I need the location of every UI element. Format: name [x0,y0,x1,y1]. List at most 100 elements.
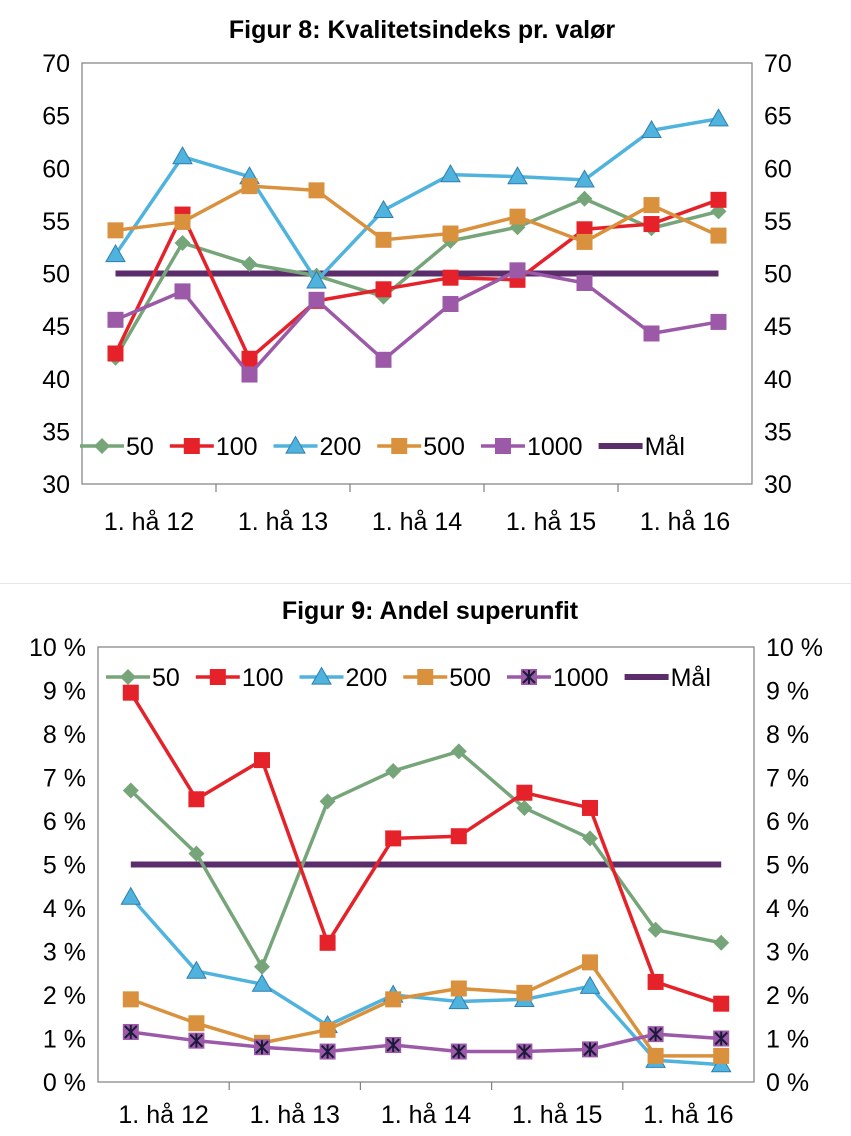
data-point [710,227,727,244]
series-100 [122,684,730,1012]
legend-item: Mål [624,664,711,692]
y-tick-label-left: 5 % [43,852,86,880]
data-point [375,231,392,248]
data-point [251,973,273,992]
legend-marker [120,669,136,685]
chart-kvalitetsindeks: Figur 8: Kvalitetsindeks pr. valør 30 30 35… [0,0,851,560]
data-point [254,752,270,769]
y-tick-label-right: 70 [764,50,792,78]
data-point [442,269,459,286]
series-200 [105,108,729,289]
chart-divider [0,583,851,584]
data-point [319,793,336,810]
series-100 [107,191,727,367]
series-500 [107,178,727,250]
legend-item: 50 [106,664,180,692]
y-tick-label-right: 35 [764,418,792,446]
data-point [516,799,533,816]
y-tick-label-left: 35 [42,418,70,446]
legend-item: 500 [377,433,465,461]
data-point [188,1032,205,1049]
legend: 50 100 200 500 1000 Mål [106,664,711,692]
data-point [516,1043,533,1060]
data-point [186,960,207,979]
data-point [582,799,598,816]
data-point [174,283,191,300]
data-point [120,886,142,905]
y-tick-label-left: 45 [42,313,70,341]
data-point [442,225,459,242]
y-tick-label-right: 4 % [766,895,809,923]
y-tick-label-right: 0 % [766,1069,809,1097]
data-point [107,311,124,328]
legend-marker [520,669,537,685]
y-tick-label-left: 0 % [43,1069,86,1097]
x-tick-label: 1. hå 12 [104,508,194,536]
data-point [122,684,139,701]
data-point [319,934,336,951]
data-point [241,178,258,195]
data-point [241,256,258,273]
y-tick-label-left: 8 % [43,721,86,749]
data-point [450,743,467,760]
data-point [647,973,664,990]
data-point [122,1023,139,1040]
legend-item: 100 [195,664,284,692]
legend-item: 200 [299,664,388,692]
data-point [172,146,193,165]
data-point [450,828,467,845]
series-line [113,197,719,359]
chart-title: Figur 9: Andel superunfit [282,597,579,625]
series-line [115,184,720,244]
data-point [385,1037,402,1054]
legend-item: 100 [169,433,258,461]
data-point [576,221,593,238]
y-tick-label-right: 2 % [766,982,809,1010]
data-point [375,351,392,368]
data-point [647,1026,664,1043]
data-point [509,262,526,279]
legend-label: 200 [346,664,388,692]
data-point [582,830,598,847]
legend-label: 50 [126,433,154,461]
data-point [254,1039,270,1056]
plot-frame [81,62,753,485]
data-point [641,119,662,138]
y-tick-label-right: 5 % [766,852,809,880]
x-tick-label: 1. hå 16 [643,1101,733,1129]
legend-item: Mål [598,433,685,461]
legend-label: Mål [671,664,711,692]
data-point [105,244,126,263]
y-tick-label-right: 1 % [766,1026,809,1054]
y-tick-label-left: 6 % [43,808,86,836]
series-50 [122,743,730,975]
legend-marker [391,438,408,454]
x-tick-label: 1. hå 14 [372,508,462,536]
data-point [576,190,593,207]
data-point [308,291,325,308]
data-point [516,984,533,1001]
data-point [448,991,470,1010]
plot-frame [97,646,755,1083]
legend-marker [209,669,226,685]
data-point [385,762,402,779]
chart-title: Figur 8: Kvalitetsindeks pr. valør [229,16,616,44]
series-1000 [122,1023,730,1060]
legend: 50 100 200 500 1000 Mål [80,433,685,461]
y-tick-label-right: 65 [764,103,792,131]
data-point [647,921,664,938]
y-tick-label-right: 9 % [766,678,809,706]
data-point [576,274,593,291]
y-tick-label-left: 60 [42,155,70,183]
y-tick-label-left: 30 [42,471,70,499]
data-point [507,166,528,185]
data-point [107,222,124,239]
x-tick-label: 1. hå 15 [512,1101,602,1129]
y-tick-label-left: 7 % [43,765,86,793]
y-tick-label-right: 30 [764,471,792,499]
y-tick-label-right: 45 [764,313,792,341]
series-line [113,198,720,361]
legend-item: 200 [273,433,361,461]
x-tick-label: 1. hå 13 [250,1101,340,1129]
data-point [188,791,205,808]
